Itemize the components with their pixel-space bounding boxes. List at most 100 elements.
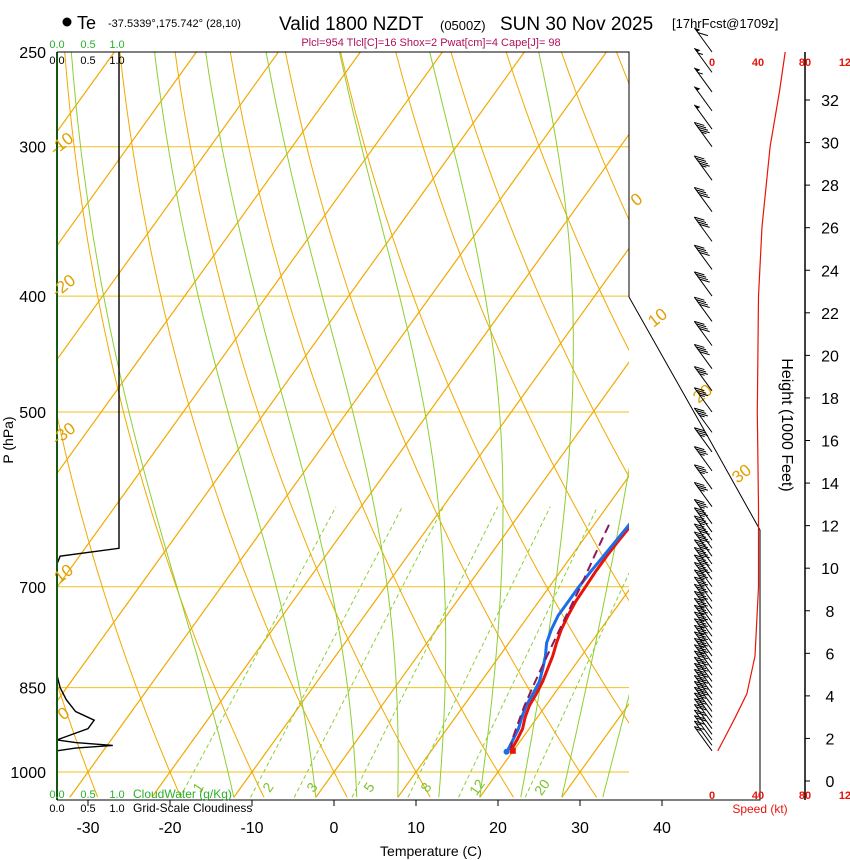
wind-barb	[693, 47, 713, 73]
wind-barb-staff	[693, 569, 713, 595]
wind-barb	[693, 296, 713, 322]
wind-barb-half-feather	[699, 632, 705, 635]
wind-barb	[693, 650, 713, 676]
wind-barb	[693, 546, 713, 572]
wind-barb-feather	[697, 661, 709, 666]
mixing-ratio-label: 12	[466, 776, 488, 798]
wind-barb	[693, 104, 713, 130]
wind-barb-staff	[693, 539, 713, 565]
dry-adiabat	[615, 52, 629, 86]
isotherm-line	[233, 247, 629, 798]
wind-barb-staff	[693, 271, 713, 297]
wind-barb-half-feather	[699, 591, 705, 594]
wind-barb-feather	[694, 121, 705, 126]
zulu-time: (0500Z)	[440, 18, 486, 33]
wind-barb-feather	[695, 189, 707, 194]
wind-barb	[693, 637, 713, 663]
isotherm-line	[57, 52, 525, 703]
wind-barb	[693, 271, 713, 297]
wind-barb	[693, 387, 713, 413]
wind-barb-staff	[693, 427, 713, 453]
mixing-ratio-line	[250, 506, 403, 798]
wind-barb	[693, 611, 713, 637]
wind-barb-feather	[695, 410, 707, 415]
wind-barb-feather	[694, 320, 705, 325]
wind-barb-half-feather	[699, 489, 705, 492]
x-tick-label: 20	[489, 820, 507, 837]
wind-barb-half-feather	[695, 723, 702, 726]
wind-speed-scale-bottom: 40	[752, 790, 764, 802]
wind-barb-feather	[694, 296, 705, 301]
wind-barb-feather	[694, 554, 705, 559]
wind-speed-scale-top: 40	[752, 57, 764, 69]
wind-barb-feather	[697, 609, 709, 614]
wind-barb-staff	[693, 515, 713, 541]
height-tick-label: 16	[821, 434, 839, 451]
wind-barb-feather	[697, 655, 709, 660]
wind-barb-feather	[694, 244, 705, 249]
wind-barb	[693, 576, 713, 602]
isotherm-line	[644, 52, 850, 797]
height-tick-label: 20	[821, 348, 839, 365]
wind-barb	[693, 624, 713, 650]
valid-time: Valid 1800 NZDT	[279, 14, 424, 35]
wind-barb-pennant	[694, 86, 701, 91]
wind-barb-staff	[693, 562, 713, 588]
wind-barb-feather	[694, 407, 705, 412]
moist-adiabat	[339, 52, 447, 798]
wind-barb	[693, 597, 713, 623]
wind-barb-feather	[695, 533, 707, 538]
wind-barb-feather	[695, 564, 707, 569]
wind-barb-staff	[693, 296, 713, 322]
wind-barb-feather	[695, 346, 707, 351]
wind-barb-feather	[695, 613, 707, 618]
wind-barb	[693, 562, 713, 588]
height-tick-label: 18	[821, 391, 839, 408]
dry-adiabat	[64, 52, 265, 798]
cloudiness-label: Grid-Scale Cloudiness	[133, 801, 252, 815]
wind-barb-feather	[695, 219, 707, 224]
series-temperature	[509, 525, 629, 752]
wind-barb-half-feather	[699, 618, 705, 622]
height-tick-label: 26	[821, 221, 839, 238]
wind-barb	[693, 343, 713, 369]
height-tick-label: 32	[821, 93, 839, 110]
x-tick-label: 0	[330, 820, 339, 837]
mixing-ratio-line	[293, 506, 444, 798]
wind-barb-feather	[694, 427, 705, 432]
dry-adiabat	[340, 52, 629, 724]
wind-barb-feather	[694, 481, 705, 486]
cloud-water-scale-top: 1.0	[109, 39, 124, 51]
wind-barb-feather	[695, 501, 707, 506]
wind-barb-staff	[693, 321, 713, 346]
wind-barb-staff	[693, 576, 713, 602]
moist-adiabat	[602, 693, 629, 798]
wind-barb-feather	[695, 571, 707, 576]
isotherm-line	[57, 52, 279, 361]
moist-adiabat	[561, 466, 629, 798]
dry-adiabat	[505, 52, 629, 352]
wind-barb-feather	[697, 392, 709, 397]
wind-barb-staff	[693, 244, 713, 270]
wind-barb-staff	[693, 446, 713, 472]
wind-barb-feather	[699, 162, 710, 167]
wind-barb	[693, 583, 713, 609]
wind-barb-staff	[693, 618, 713, 644]
wind-barb-half-feather	[699, 414, 705, 418]
wind-barb-feather	[697, 432, 709, 437]
wind-barb-feather	[694, 624, 705, 629]
dry-adiabat	[57, 681, 99, 798]
wind-barb-half-feather	[701, 131, 707, 135]
wind-barb-feather	[697, 551, 709, 556]
moist-adiabat	[429, 52, 504, 798]
mixing-ratio-label: 5	[360, 779, 378, 795]
dry-adiabat	[57, 412, 182, 798]
y-tick-label: 250	[19, 45, 46, 62]
moist-adiabat	[154, 52, 317, 798]
wind-barb-staff	[693, 669, 713, 694]
wind-barb-half-feather	[701, 165, 707, 168]
wind-barb	[693, 590, 713, 616]
wind-barb-feather	[697, 588, 709, 593]
wind-speed-label: Speed (kt)	[732, 802, 787, 816]
wind-barb	[693, 244, 713, 270]
